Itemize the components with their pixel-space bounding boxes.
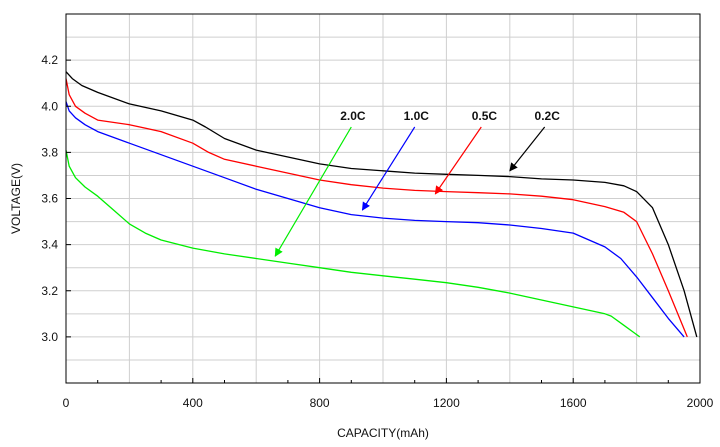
y-tick-label: 4.2 bbox=[41, 53, 58, 67]
y-tick-label: 3.2 bbox=[41, 284, 58, 298]
series-line-2-0C bbox=[65, 149, 641, 338]
x-tick-label: 1200 bbox=[433, 396, 460, 410]
series-annotations: 2.0C 1.0C 0.5C 0.2C bbox=[274, 109, 561, 257]
axis-ticks: 0 400 800 1200 1600 2000 3.0 3.2 3.4 3.6 3.8 4.0 4.2 bbox=[41, 53, 713, 410]
series-line-0-2C bbox=[65, 71, 698, 338]
annotation-arrow bbox=[361, 126, 416, 211]
x-tick-label: 2000 bbox=[687, 396, 714, 410]
annotation-arrow bbox=[434, 126, 482, 195]
y-tick-label: 3.8 bbox=[41, 145, 58, 159]
x-tick-label: 400 bbox=[183, 396, 203, 410]
series-label: 0.2C bbox=[535, 109, 561, 123]
annotation-arrow bbox=[274, 126, 352, 257]
y-tick-label: 3.0 bbox=[41, 330, 58, 344]
x-tick-label: 0 bbox=[63, 396, 70, 410]
annotation-arrow bbox=[509, 126, 546, 172]
x-tick-label: 800 bbox=[310, 396, 330, 410]
series-line-0-5C bbox=[65, 78, 688, 338]
y-tick-label: 3.6 bbox=[41, 192, 58, 206]
y-axis-title: VOLTAGE(V) bbox=[9, 163, 23, 234]
x-tick-label: 1600 bbox=[560, 396, 587, 410]
x-axis-title: CAPACITY(mAh) bbox=[337, 426, 429, 440]
series-line-1-0C bbox=[65, 101, 685, 338]
y-tick-label: 4.0 bbox=[41, 99, 58, 113]
grid bbox=[66, 14, 700, 383]
series-label: 0.5C bbox=[472, 109, 498, 123]
series-label: 2.0C bbox=[340, 109, 366, 123]
y-tick-label: 3.4 bbox=[41, 238, 58, 252]
series-label: 1.0C bbox=[404, 109, 430, 123]
series-lines bbox=[65, 71, 698, 338]
